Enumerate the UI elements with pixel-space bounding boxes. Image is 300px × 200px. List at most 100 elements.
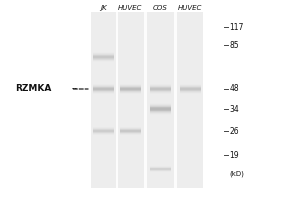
Bar <box>92 89 115 90</box>
Bar <box>92 56 115 57</box>
Bar <box>150 166 172 167</box>
Bar <box>150 171 172 172</box>
Bar <box>179 86 202 87</box>
Bar <box>92 133 115 134</box>
Bar <box>179 85 202 86</box>
Bar <box>92 128 115 129</box>
Bar <box>92 130 115 131</box>
Text: 34: 34 <box>230 104 239 114</box>
Text: 117: 117 <box>230 22 244 31</box>
Bar <box>179 89 202 90</box>
Bar <box>120 129 142 130</box>
Bar <box>150 108 172 109</box>
Bar <box>150 168 172 169</box>
Bar <box>179 87 202 88</box>
Bar <box>120 91 142 92</box>
Text: RZMKA: RZMKA <box>15 84 51 93</box>
Bar <box>179 84 202 85</box>
Bar <box>120 84 142 85</box>
Bar <box>92 57 115 58</box>
Bar <box>92 54 115 55</box>
Bar <box>150 84 172 85</box>
Bar <box>150 111 172 112</box>
Bar <box>150 112 172 113</box>
Bar <box>179 91 202 92</box>
Bar <box>120 89 142 90</box>
Bar <box>92 134 115 135</box>
Bar <box>150 106 172 107</box>
Bar <box>150 86 172 87</box>
Bar <box>120 131 142 132</box>
Bar <box>92 93 115 94</box>
Bar <box>120 133 142 134</box>
Bar <box>120 85 142 86</box>
Bar <box>92 53 115 54</box>
Bar <box>150 87 172 88</box>
Bar <box>150 90 172 91</box>
Bar <box>92 85 115 86</box>
Bar <box>120 127 142 128</box>
Bar <box>120 134 142 135</box>
Bar <box>92 129 115 130</box>
Bar <box>144 12 147 188</box>
Bar <box>92 91 115 92</box>
Bar <box>150 89 172 90</box>
Bar <box>120 128 142 129</box>
Bar <box>120 88 142 89</box>
Bar <box>120 130 142 131</box>
Text: 19: 19 <box>230 150 239 160</box>
Text: COS: COS <box>153 5 168 11</box>
Bar <box>91 12 203 188</box>
Text: JK: JK <box>100 5 107 11</box>
Text: HUVEC: HUVEC <box>118 5 143 11</box>
Bar <box>179 93 202 94</box>
Bar <box>92 52 115 53</box>
Bar <box>150 91 172 92</box>
Bar <box>120 92 142 93</box>
Bar <box>92 59 115 60</box>
Bar <box>150 114 172 115</box>
Bar <box>92 131 115 132</box>
Bar <box>92 84 115 85</box>
Bar <box>150 170 172 171</box>
Bar <box>150 167 172 168</box>
Bar <box>150 169 172 170</box>
Text: --: -- <box>72 84 78 93</box>
Bar <box>120 86 142 87</box>
Bar <box>150 105 172 106</box>
Bar <box>120 93 142 94</box>
Bar <box>92 54 115 55</box>
Bar <box>150 104 172 105</box>
Bar <box>92 87 115 88</box>
Bar <box>150 88 172 89</box>
Bar <box>92 92 115 93</box>
Bar <box>179 90 202 91</box>
Bar <box>179 88 202 89</box>
Bar <box>92 127 115 128</box>
Bar <box>150 92 172 93</box>
Bar <box>92 86 115 87</box>
Bar <box>150 103 172 104</box>
Text: 85: 85 <box>230 40 239 49</box>
Bar <box>120 87 142 88</box>
Bar <box>116 12 118 188</box>
Text: 48: 48 <box>230 84 239 93</box>
Bar <box>179 92 202 93</box>
Bar <box>150 113 172 114</box>
Bar <box>120 132 142 133</box>
Bar <box>150 85 172 86</box>
Bar <box>150 109 172 110</box>
Bar <box>92 61 115 62</box>
Bar <box>92 55 115 56</box>
Bar <box>92 88 115 89</box>
Bar <box>150 110 172 111</box>
Bar <box>92 132 115 133</box>
Bar <box>174 12 177 188</box>
Bar <box>150 93 172 94</box>
Text: HUVEC: HUVEC <box>178 5 203 11</box>
Text: 26: 26 <box>230 127 239 136</box>
Bar <box>150 107 172 108</box>
Bar <box>92 58 115 59</box>
Bar <box>92 60 115 61</box>
Text: (kD): (kD) <box>230 171 244 177</box>
